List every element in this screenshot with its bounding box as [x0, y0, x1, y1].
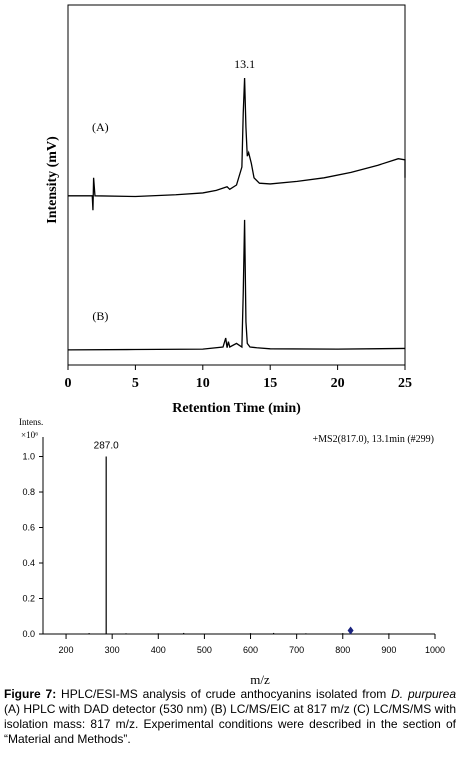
x-tick-label: 1000	[425, 645, 445, 655]
y-tick-label: 0.4	[22, 558, 35, 568]
x-tick-label: 15	[263, 376, 277, 391]
x-tick-label: 400	[151, 645, 166, 655]
trace	[68, 78, 406, 211]
x-axis-label: m/z	[250, 672, 270, 685]
x-tick-label: 500	[197, 645, 212, 655]
x-tick-label: 300	[105, 645, 120, 655]
y-axis-label: Intens.	[19, 417, 43, 427]
caption-text: (A) HPLC with DAD detector (530 nm) (B) …	[4, 702, 456, 746]
x-tick-label: 900	[381, 645, 396, 655]
peak-label: 287.0	[94, 441, 119, 452]
x-tick-label: 5	[132, 376, 139, 391]
x-tick-label: 0	[65, 376, 72, 391]
x-tick-label: 20	[331, 376, 345, 391]
x-tick-label: 600	[243, 645, 258, 655]
annotation: (A)	[92, 120, 109, 134]
x-tick-label: 700	[289, 645, 304, 655]
caption: Figure 7: HPLC/ESI-MS analysis of crude …	[4, 687, 456, 747]
y-tick-label: 0.8	[22, 487, 35, 497]
y-tick-label: 0.6	[22, 523, 35, 533]
y-tick-label: 0.0	[22, 629, 35, 639]
precursor-marker	[347, 626, 354, 635]
x-axis-label: Retention Time (min)	[172, 401, 301, 416]
figure: 0 5 10 15 20 25 Retention Time (min) Intensity …	[19, 4, 445, 685]
x-tick-label: 800	[335, 645, 350, 655]
y-axis-unit: ×10⁶	[21, 430, 38, 440]
plot-frame	[67, 4, 406, 366]
caption-label: Figure 7:	[4, 687, 57, 701]
annotation: (B)	[92, 309, 108, 323]
x-tick-label: 10	[196, 376, 210, 391]
y-tick-label: 0.2	[22, 594, 35, 604]
annotation: 13.1	[234, 57, 255, 71]
x-tick-label: 25	[398, 376, 412, 391]
x-tick-label: 200	[59, 645, 74, 655]
caption-species: D. purpurea	[391, 687, 457, 701]
y-axis-label: Intensity (mV)	[45, 136, 60, 224]
y-tick-label: 1.0	[22, 452, 35, 462]
caption-text: HPLC/ESI-MS analysis of crude anthocyani…	[56, 687, 392, 701]
trace	[67, 219, 406, 351]
annotation: +MS2(817.0), 13.1min (#299)	[313, 434, 434, 445]
